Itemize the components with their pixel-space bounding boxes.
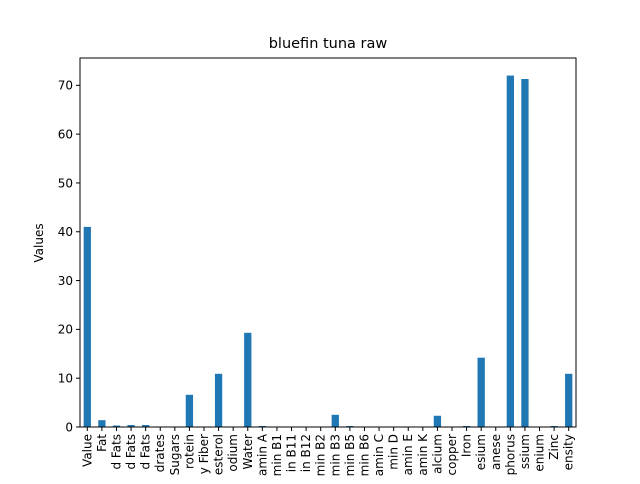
x-tick-label: odium	[226, 434, 240, 472]
x-tick-label: d Fats	[109, 434, 123, 470]
x-tick-label: min B2	[314, 434, 328, 476]
x-tick-label: Sugars	[168, 434, 182, 475]
x-tick-label: Water	[241, 434, 255, 470]
x-tick-label: rotein	[182, 434, 196, 469]
x-tick-label: Value	[80, 434, 94, 467]
x-tick-label: d Fats	[139, 434, 153, 470]
bar	[565, 374, 572, 427]
bar	[521, 79, 528, 427]
x-tick-label: min B3	[328, 434, 342, 476]
chart-title: bluefin tuna raw	[269, 36, 388, 52]
bar	[244, 333, 251, 427]
x-tick-label: ssium	[518, 434, 532, 469]
x-tick-label: copper	[445, 434, 459, 476]
x-tick-label: min B1	[270, 434, 284, 476]
y-tick-label: 0	[65, 420, 73, 434]
bar	[215, 374, 222, 427]
x-tick-label: amin C	[372, 434, 386, 476]
x-tick-label: amin E	[401, 434, 415, 475]
x-tick-label: alcium	[430, 434, 444, 474]
x-tick-label: amin K	[416, 433, 430, 476]
y-axis-label: Values	[32, 223, 46, 262]
bar	[98, 420, 105, 427]
x-tick-label: min D	[387, 434, 401, 470]
bar	[186, 395, 193, 427]
x-tick-label: drates	[153, 434, 167, 472]
bar	[434, 416, 441, 427]
x-tick-label: Iron	[460, 434, 474, 457]
x-tick-label: y Fiber	[197, 434, 211, 474]
bar	[84, 227, 91, 427]
x-tick-label: esium	[474, 434, 488, 470]
y-tick-label: 30	[58, 274, 73, 288]
bar	[478, 358, 485, 427]
x-tick-label: anese	[489, 434, 503, 470]
x-tick-label: esterol	[212, 434, 226, 475]
y-tick-label: 60	[58, 127, 73, 141]
bar	[507, 76, 514, 427]
x-tick-label: in B11	[285, 434, 299, 472]
y-tick-label: 50	[58, 176, 73, 190]
y-tick-label: 70	[58, 79, 73, 93]
x-tick-label: amin A	[255, 433, 269, 476]
x-tick-label: enium	[533, 434, 547, 472]
x-tick-label: Zinc	[547, 434, 561, 460]
y-tick-label: 10	[58, 371, 73, 385]
y-tick-label: 20	[58, 323, 73, 337]
x-tick-label: in B12	[299, 434, 313, 472]
x-tick-label: min B5	[343, 434, 357, 476]
x-tick-label: min B6	[357, 434, 371, 476]
x-tick-label: Fat	[95, 434, 109, 452]
x-tick-label: d Fats	[124, 434, 138, 470]
bar	[332, 415, 339, 427]
x-tick-label: ensity	[562, 434, 576, 470]
y-tick-label: 40	[58, 225, 73, 239]
x-tick-label: phorus	[503, 434, 517, 475]
